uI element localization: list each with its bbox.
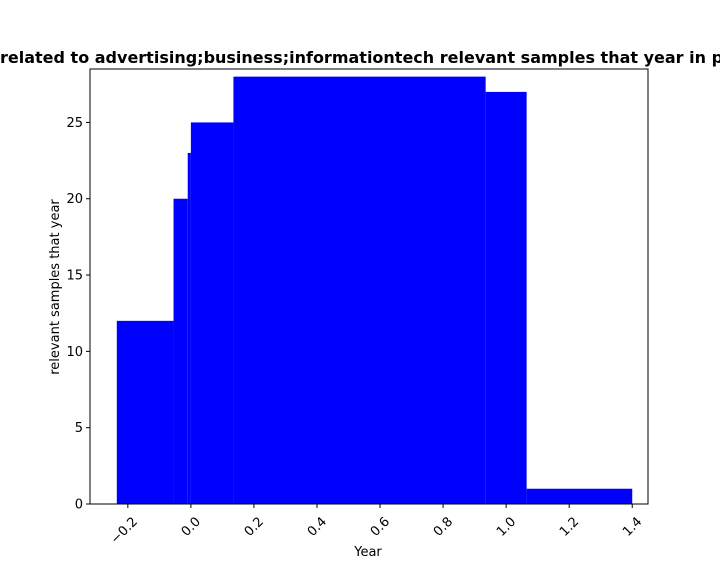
plot-frame xyxy=(89,68,649,505)
y-tick-label-4: 20 xyxy=(66,192,83,207)
y-tick-label-3: 15 xyxy=(66,269,83,284)
y-tick-label-1: 5 xyxy=(75,421,83,436)
x-tick-label-4: 0.6 xyxy=(368,514,393,539)
bars-group xyxy=(116,76,633,504)
bar-4 xyxy=(233,76,486,504)
chart-title: related to advertising;business;informat… xyxy=(0,48,720,67)
y-tick-label-0: 0 xyxy=(75,498,83,513)
bar-6 xyxy=(526,488,633,504)
x-tick-label-0: −0.2 xyxy=(108,514,141,547)
bar-3 xyxy=(190,122,234,504)
x-tick-label-8: 1.4 xyxy=(620,514,645,539)
x-tick-label-5: 0.8 xyxy=(431,514,456,539)
bar-1 xyxy=(173,198,188,504)
x-axis-label: Year xyxy=(353,545,382,560)
y-axis-label: relevant samples that year xyxy=(48,199,63,375)
x-tick-label-6: 1.0 xyxy=(494,514,519,539)
x-tick-label-2: 0.2 xyxy=(242,514,267,539)
y-tick-label-5: 25 xyxy=(66,116,83,131)
x-tick-label-7: 1.2 xyxy=(557,514,582,539)
y-tick-label-2: 10 xyxy=(66,345,83,360)
bar-5 xyxy=(485,91,527,504)
x-axis-ticks: −0.2 0.0 0.2 0.4 0.6 0.8 1.0 1.2 1.4 xyxy=(108,504,645,547)
x-tick-label-3: 0.4 xyxy=(305,514,330,539)
bar-0 xyxy=(116,320,174,504)
bar-2 xyxy=(187,152,191,504)
x-tick-label-1: 0.0 xyxy=(179,514,204,539)
y-axis-ticks: 0 5 10 15 20 25 xyxy=(66,116,90,513)
